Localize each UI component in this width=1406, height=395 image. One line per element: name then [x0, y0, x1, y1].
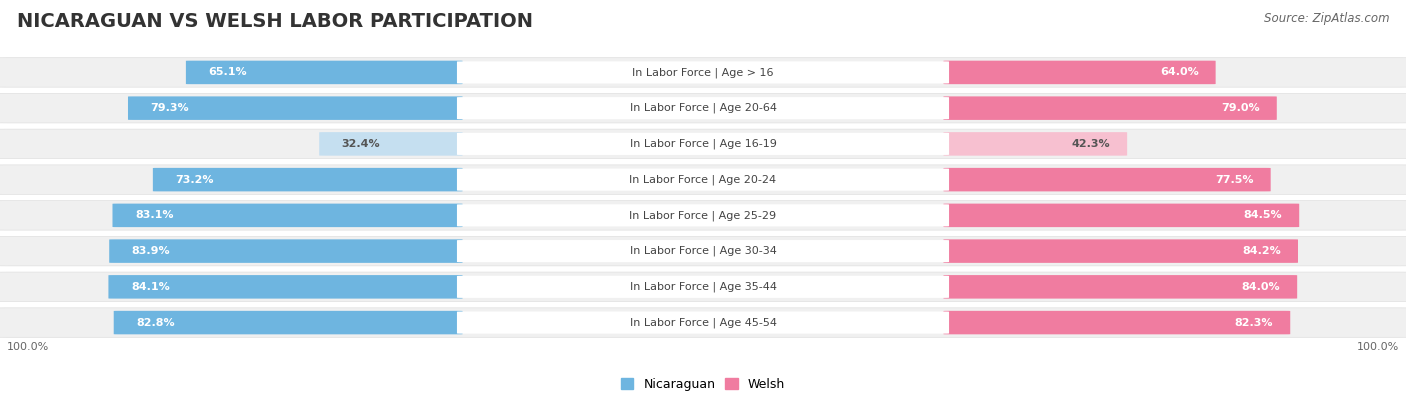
Text: 32.4%: 32.4% [342, 139, 381, 149]
Text: Source: ZipAtlas.com: Source: ZipAtlas.com [1264, 12, 1389, 25]
FancyBboxPatch shape [457, 240, 949, 262]
FancyBboxPatch shape [0, 165, 1406, 194]
FancyBboxPatch shape [0, 93, 1406, 123]
FancyBboxPatch shape [128, 96, 463, 120]
FancyBboxPatch shape [457, 204, 949, 226]
Text: 79.0%: 79.0% [1222, 103, 1260, 113]
FancyBboxPatch shape [943, 132, 1128, 156]
FancyBboxPatch shape [943, 203, 1299, 227]
FancyBboxPatch shape [0, 308, 1406, 337]
Text: 65.1%: 65.1% [208, 68, 247, 77]
FancyBboxPatch shape [0, 272, 1406, 302]
FancyBboxPatch shape [943, 311, 1291, 334]
FancyBboxPatch shape [108, 275, 463, 299]
FancyBboxPatch shape [110, 239, 463, 263]
FancyBboxPatch shape [112, 203, 463, 227]
Text: 84.1%: 84.1% [131, 282, 170, 292]
Text: NICARAGUAN VS WELSH LABOR PARTICIPATION: NICARAGUAN VS WELSH LABOR PARTICIPATION [17, 12, 533, 31]
FancyBboxPatch shape [457, 61, 949, 83]
Text: 82.3%: 82.3% [1234, 318, 1274, 327]
Text: In Labor Force | Age 30-34: In Labor Force | Age 30-34 [630, 246, 776, 256]
Text: 84.5%: 84.5% [1244, 211, 1282, 220]
FancyBboxPatch shape [319, 132, 463, 156]
FancyBboxPatch shape [0, 236, 1406, 266]
Text: 100.0%: 100.0% [7, 342, 49, 352]
FancyBboxPatch shape [943, 96, 1277, 120]
Text: 42.3%: 42.3% [1071, 139, 1111, 149]
Legend: Nicaraguan, Welsh: Nicaraguan, Welsh [616, 372, 790, 395]
Text: 84.0%: 84.0% [1241, 282, 1281, 292]
Text: In Labor Force | Age 16-19: In Labor Force | Age 16-19 [630, 139, 776, 149]
FancyBboxPatch shape [0, 58, 1406, 87]
Text: In Labor Force | Age 25-29: In Labor Force | Age 25-29 [630, 210, 776, 221]
FancyBboxPatch shape [457, 312, 949, 334]
FancyBboxPatch shape [153, 168, 463, 192]
FancyBboxPatch shape [457, 169, 949, 191]
Text: 82.8%: 82.8% [136, 318, 174, 327]
Text: In Labor Force | Age 20-24: In Labor Force | Age 20-24 [630, 174, 776, 185]
FancyBboxPatch shape [943, 168, 1271, 192]
FancyBboxPatch shape [943, 275, 1298, 299]
FancyBboxPatch shape [114, 311, 463, 334]
Text: In Labor Force | Age 45-54: In Labor Force | Age 45-54 [630, 317, 776, 328]
FancyBboxPatch shape [943, 239, 1298, 263]
Text: 77.5%: 77.5% [1215, 175, 1254, 184]
Text: In Labor Force | Age 35-44: In Labor Force | Age 35-44 [630, 282, 776, 292]
FancyBboxPatch shape [186, 61, 463, 84]
FancyBboxPatch shape [457, 276, 949, 298]
Text: In Labor Force | Age 20-64: In Labor Force | Age 20-64 [630, 103, 776, 113]
FancyBboxPatch shape [0, 201, 1406, 230]
Text: 73.2%: 73.2% [176, 175, 214, 184]
Text: In Labor Force | Age > 16: In Labor Force | Age > 16 [633, 67, 773, 78]
FancyBboxPatch shape [457, 97, 949, 119]
Text: 79.3%: 79.3% [150, 103, 190, 113]
Text: 83.9%: 83.9% [132, 246, 170, 256]
Text: 64.0%: 64.0% [1160, 68, 1199, 77]
Text: 83.1%: 83.1% [135, 211, 173, 220]
FancyBboxPatch shape [0, 129, 1406, 159]
Text: 100.0%: 100.0% [1357, 342, 1399, 352]
FancyBboxPatch shape [943, 61, 1216, 84]
FancyBboxPatch shape [457, 133, 949, 155]
Text: 84.2%: 84.2% [1243, 246, 1281, 256]
